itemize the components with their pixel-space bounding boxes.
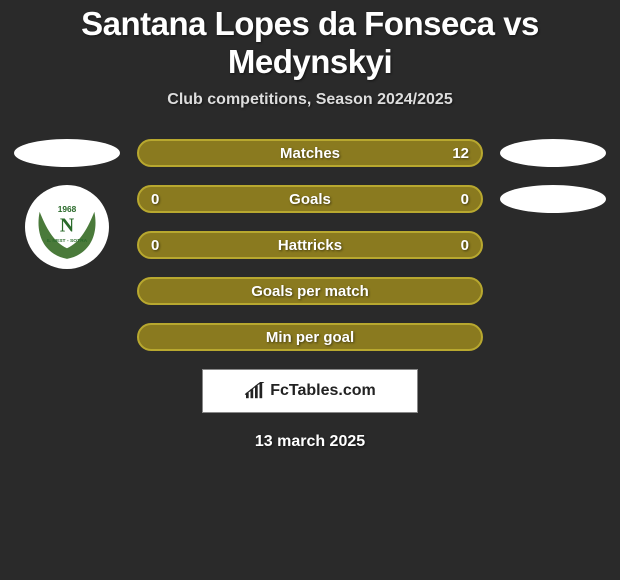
badge-year: 1968	[58, 204, 77, 214]
left-player-col: 1968 N IL NEST - SOTRA	[12, 139, 122, 269]
badge-letter: N	[60, 215, 74, 237]
stat-label: Min per goal	[266, 329, 354, 346]
subtitle: Club competitions, Season 2024/2025	[0, 91, 620, 109]
stat-right-value: 12	[452, 145, 469, 162]
page-title: Santana Lopes da Fonseca vs Medynskyi	[0, 5, 620, 81]
stat-label: Matches	[280, 145, 340, 162]
badge-club: IL NEST - SOTRA	[47, 238, 88, 244]
stat-row-gpm: Goals per match	[137, 277, 483, 305]
main-row: 1968 N IL NEST - SOTRA Matches 12 0 Goal…	[0, 139, 620, 351]
brand-link[interactable]: FcTables.com	[202, 369, 418, 413]
stat-left-value: 0	[151, 191, 159, 208]
stat-label: Goals	[289, 191, 331, 208]
chart-icon	[244, 382, 266, 400]
club-avatar-right	[500, 185, 606, 213]
player-avatar-right	[500, 139, 606, 167]
stat-row-mpg: Min per goal	[137, 323, 483, 351]
stats-column: Matches 12 0 Goals 0 0 Hattricks 0 Goals…	[137, 139, 483, 351]
player-avatar-left	[14, 139, 120, 167]
right-player-col	[498, 139, 608, 213]
stat-label: Goals per match	[251, 283, 369, 300]
stat-label: Hattricks	[278, 237, 342, 254]
club-badge-left: 1968 N IL NEST - SOTRA	[25, 185, 109, 269]
stat-row-matches: Matches 12	[137, 139, 483, 167]
stat-row-hattricks: 0 Hattricks 0	[137, 231, 483, 259]
badge-svg: 1968 N IL NEST - SOTRA	[29, 189, 105, 265]
date-label: 13 march 2025	[0, 433, 620, 451]
stat-right-value: 0	[461, 191, 469, 208]
stat-row-goals: 0 Goals 0	[137, 185, 483, 213]
stat-right-value: 0	[461, 237, 469, 254]
stat-left-value: 0	[151, 237, 159, 254]
brand-text: FcTables.com	[270, 382, 376, 400]
comparison-card: Santana Lopes da Fonseca vs Medynskyi Cl…	[0, 0, 620, 451]
